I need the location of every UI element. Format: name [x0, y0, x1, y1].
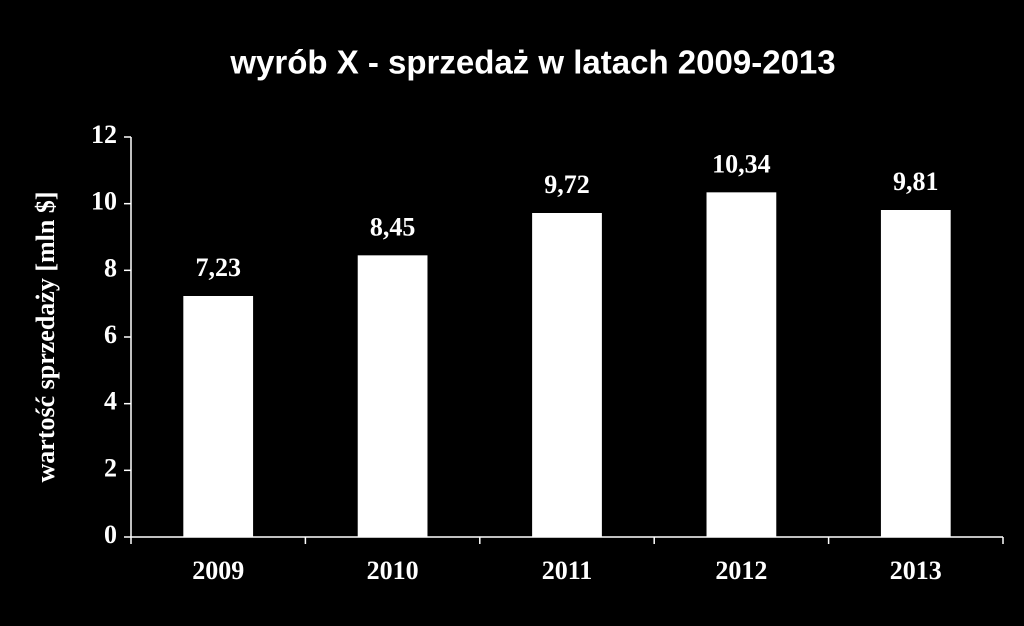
data-label: 7,23: [195, 253, 241, 282]
bar: [183, 296, 254, 537]
y-tick-label: 0: [104, 520, 117, 549]
y-tick-label: 4: [104, 387, 117, 416]
y-tick-label: 2: [104, 453, 117, 482]
y-tick-label: 10: [91, 187, 117, 216]
data-label: 10,34: [712, 149, 771, 178]
chart-title: wyrób X - sprzedaż w latach 2009-2013: [229, 44, 835, 81]
bar: [532, 213, 602, 537]
y-tick-label: 12: [91, 120, 117, 149]
x-tick-label: 2013: [890, 556, 942, 585]
bar: [357, 255, 428, 538]
y-tick-label: 6: [104, 320, 117, 349]
data-label: 9,81: [893, 167, 939, 196]
y-axis-label: wartość sprzedaży [mln $]: [31, 192, 60, 483]
data-label: 9,72: [544, 170, 590, 199]
bar: [880, 210, 951, 537]
x-tick-label: 2010: [367, 556, 419, 585]
y-tick-label: 8: [104, 253, 117, 282]
data-label: 8,45: [370, 212, 416, 241]
x-tick-label: 2012: [715, 556, 767, 585]
x-tick-label: 2011: [542, 556, 593, 585]
x-tick-label: 2009: [192, 556, 244, 585]
bar: [706, 192, 777, 538]
